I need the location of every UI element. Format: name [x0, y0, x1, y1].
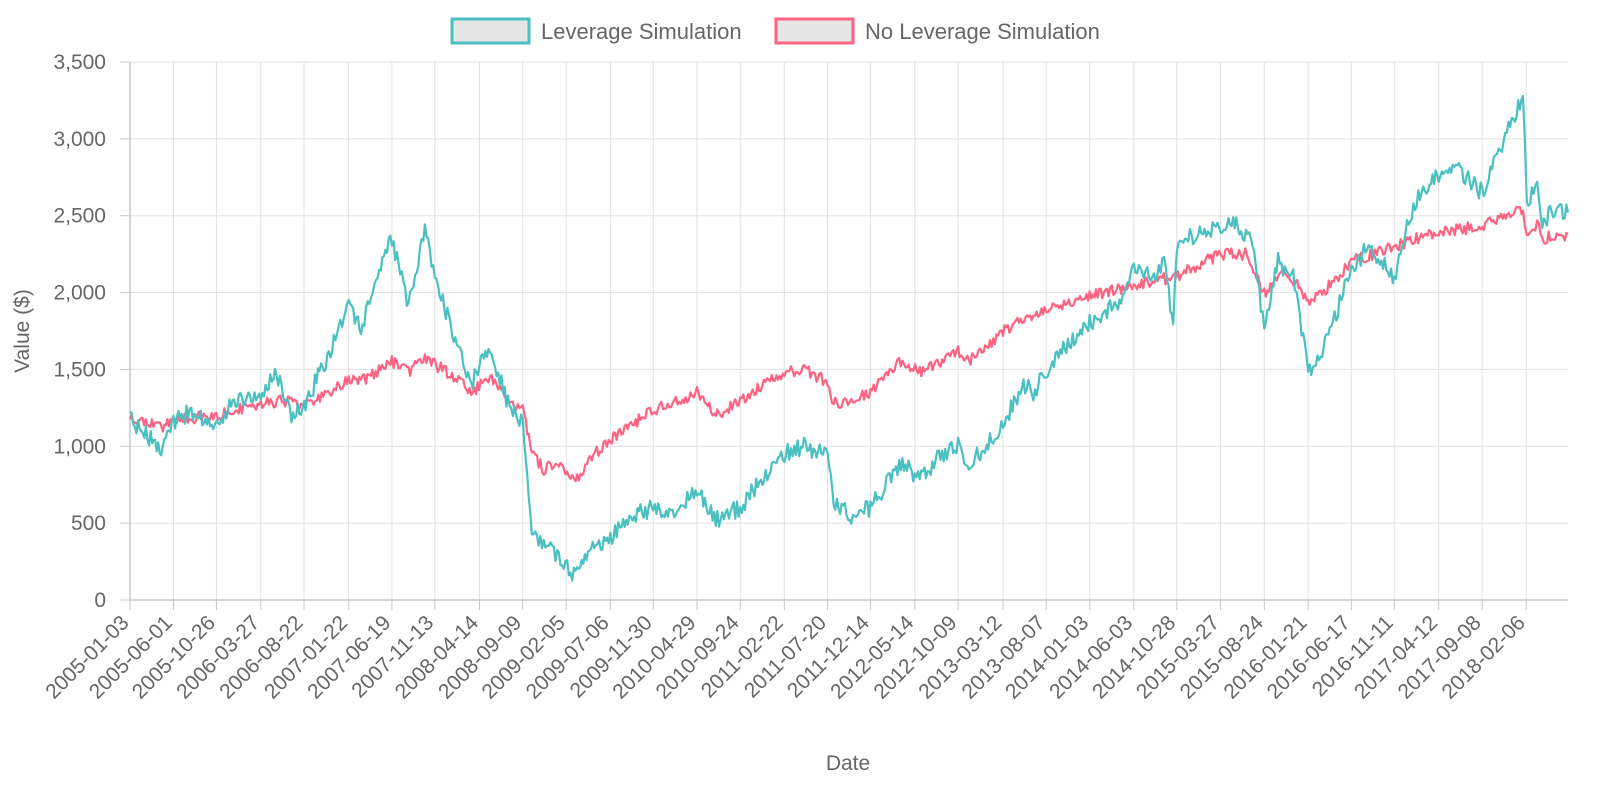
y-axis-title: Value ($) [11, 289, 34, 373]
y-tick-label: 3,000 [53, 128, 106, 151]
series-line-leverage [129, 94, 1570, 582]
legend-item-leverage[interactable]: Leverage Simulation [450, 17, 742, 45]
y-tick-label: 1,500 [53, 358, 106, 381]
legend-item-no-leverage[interactable]: No Leverage Simulation [774, 17, 1100, 45]
x-axis-ticks: 2005-01-032005-06-012005-10-262006-03-27… [41, 600, 1530, 703]
legend-swatch-no-leverage [774, 17, 855, 45]
y-tick-label: 0 [94, 589, 106, 612]
legend-label-no-leverage: No Leverage Simulation [865, 19, 1100, 44]
y-tick-label: 2,000 [53, 282, 106, 305]
y-axis-ticks: 0 500 1,000 1,500 2,000 2,500 3,000 3,500 [53, 51, 130, 612]
legend-label-leverage: Leverage Simulation [541, 19, 742, 44]
y-tick-label: 500 [71, 512, 106, 535]
legend-swatch-leverage [450, 17, 531, 45]
axes [129, 62, 1568, 601]
y-tick-label: 3,500 [53, 51, 106, 74]
series-line-no-leverage [128, 205, 1569, 483]
series-layer [128, 94, 1570, 582]
x-axis-title: Date [826, 752, 870, 775]
y-tick-label: 1,000 [53, 435, 106, 458]
y-tick-label: 2,500 [53, 205, 106, 228]
chart-legend: Leverage Simulation No Leverage Simulati… [450, 17, 1100, 45]
